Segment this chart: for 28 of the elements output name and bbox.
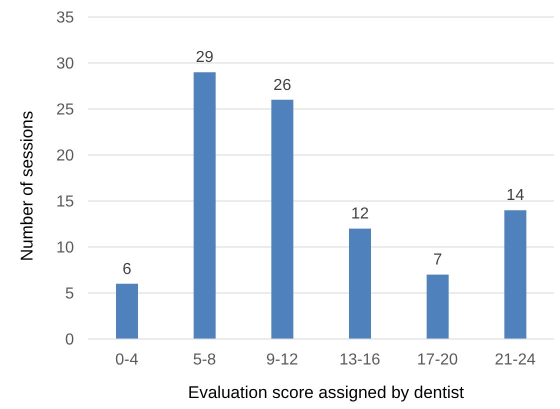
x-tick-label: 17-20 bbox=[417, 351, 458, 368]
x-tick-label: 5-8 bbox=[192, 351, 216, 368]
y-tick-label: 0 bbox=[65, 332, 74, 349]
x-tick-label: 0-4 bbox=[115, 351, 138, 368]
x-tick-label: 13-16 bbox=[339, 351, 380, 368]
y-tick-label: 25 bbox=[56, 102, 74, 119]
y-tick-label: 30 bbox=[56, 56, 74, 73]
y-tick-label: 10 bbox=[56, 240, 74, 257]
data-label: 12 bbox=[351, 206, 369, 223]
x-axis-title: Evaluation score assigned by dentist bbox=[188, 383, 464, 402]
x-tick-label: 21-24 bbox=[494, 351, 536, 368]
data-label: 7 bbox=[433, 252, 442, 269]
y-axis-title: Number of sessions bbox=[17, 110, 36, 262]
data-label: 6 bbox=[122, 260, 132, 278]
y-tick-label: 15 bbox=[56, 194, 74, 211]
x-tick-label: 9-12 bbox=[266, 351, 298, 368]
y-tick-label: 35 bbox=[56, 10, 74, 27]
bar bbox=[426, 274, 449, 339]
data-label: 29 bbox=[196, 49, 214, 66]
bar bbox=[116, 284, 138, 339]
data-label: 26 bbox=[273, 76, 292, 94]
y-tick-label: 5 bbox=[65, 286, 74, 303]
bar bbox=[194, 72, 216, 339]
bar bbox=[271, 100, 294, 339]
bar bbox=[504, 210, 526, 339]
y-tick-label: 20 bbox=[56, 148, 74, 165]
bar bbox=[349, 228, 371, 339]
data-label: 14 bbox=[506, 187, 524, 204]
